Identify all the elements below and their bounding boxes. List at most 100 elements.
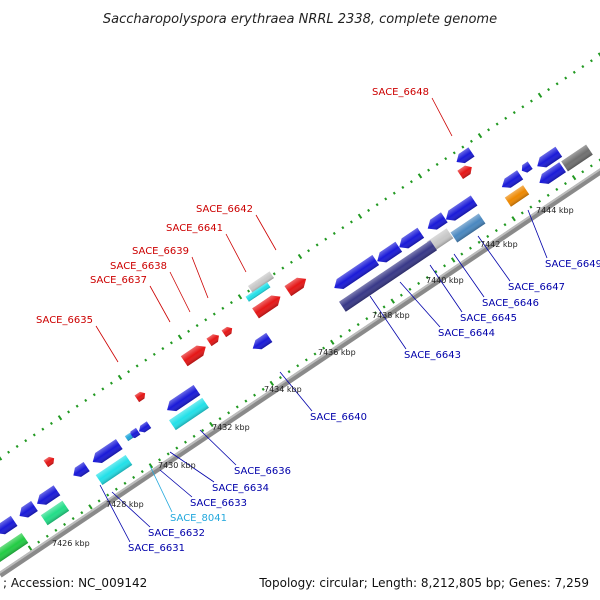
ruler-dot — [315, 243, 319, 247]
gene-r9 — [0, 515, 18, 535]
ruler-dot — [221, 306, 225, 310]
gene-shade — [139, 421, 152, 433]
gene-shade — [445, 195, 478, 221]
ruler-dot — [97, 499, 101, 503]
ruler-tick-label: 7432 kbp — [212, 423, 250, 432]
gene-r1 — [537, 146, 563, 168]
ruler-dot — [392, 191, 396, 195]
gene-sace-6637 — [180, 345, 206, 367]
ruler-dot — [45, 534, 49, 538]
gene-sace-6641 — [252, 295, 281, 319]
ruler-dot — [495, 122, 499, 126]
backbone — [0, 165, 600, 578]
ruler-dot — [63, 522, 67, 527]
ruler-dot — [520, 211, 524, 215]
gene-shade — [40, 500, 70, 526]
gene-green — [0, 532, 29, 564]
gene-label-reverse: SACE_6640 — [310, 412, 367, 423]
ruler-dot — [537, 92, 543, 98]
ruler-dot — [348, 328, 352, 333]
gene-label-forward: SACE_6639 — [132, 246, 189, 257]
gene-sace-6636 — [167, 384, 201, 412]
ruler-dot — [101, 387, 105, 391]
gene-shade — [92, 439, 123, 464]
gene-shade — [180, 345, 206, 367]
gene-shade — [37, 485, 61, 505]
ruler-dot — [161, 347, 165, 351]
ruler-dot — [564, 76, 568, 80]
gene-sace-6647 — [504, 185, 530, 207]
ruler-dot — [114, 487, 118, 491]
gene-r7 — [129, 427, 141, 439]
ruler-dot — [572, 70, 576, 74]
ruler-dot — [192, 434, 196, 438]
ruler-dot — [597, 52, 600, 58]
ruler-dot — [332, 231, 336, 236]
gene-label-reverse: SACE_6649 — [545, 259, 600, 270]
gene-shade — [252, 332, 273, 350]
ruler-tick-label: 7426 kbp — [52, 539, 90, 548]
ruler-dot — [57, 415, 63, 421]
ruler-dot — [67, 410, 71, 414]
ruler-dot — [330, 339, 335, 345]
ruler-dot — [204, 318, 208, 322]
ruler-dot — [322, 346, 326, 350]
ruler-dot — [175, 446, 179, 450]
ruler-dot — [92, 393, 96, 397]
gene-label-reverse: SACE_6643 — [404, 350, 461, 361]
ruler-tick-label: 7434 kbp — [264, 385, 302, 394]
gene-sace-6645 — [450, 213, 486, 243]
ruler-dot — [435, 162, 439, 166]
leader-line — [95, 325, 119, 363]
ruler-dot — [367, 208, 371, 212]
ruler-dot — [555, 82, 559, 86]
gene-sace-6638 — [206, 334, 219, 347]
ruler-dot — [538, 199, 542, 203]
gene-sace-6648 — [457, 165, 472, 180]
ruler-dot — [409, 180, 413, 184]
ruler-dot — [32, 433, 36, 437]
gene-shade — [43, 456, 55, 468]
leader-line — [431, 97, 453, 137]
genome-summary: Topology: circular; Length: 8,212,805 bp… — [258, 576, 589, 590]
gene-shade — [124, 432, 134, 442]
ruler-dot — [117, 374, 123, 381]
gene-shade — [73, 461, 90, 477]
ruler-dot — [450, 257, 456, 263]
ruler-tick-label: 7428 kbp — [106, 500, 144, 509]
ruler-dot — [253, 393, 257, 397]
gene-label-reverse: SACE_6646 — [482, 298, 539, 309]
ruler-dot — [401, 185, 405, 189]
ruler-dot — [444, 157, 448, 161]
ruler-dot — [106, 493, 110, 497]
gene-sace-6649 — [539, 162, 566, 184]
ruler-dot — [281, 266, 285, 270]
gene-shade — [245, 282, 271, 302]
gene-shade — [457, 165, 472, 180]
gene-sace-6633 — [95, 454, 133, 486]
ruler-dot — [417, 281, 421, 286]
leader-line — [99, 484, 131, 543]
leader-line — [169, 451, 215, 483]
leader-line — [169, 271, 191, 313]
ruler-dot — [563, 181, 567, 186]
ruler-dot — [195, 324, 199, 328]
gene-blue-top — [456, 147, 475, 164]
gene-sace-6635 — [134, 391, 146, 403]
ruler-dot — [54, 528, 58, 532]
ruler-dot — [127, 370, 131, 374]
gene-red-small — [43, 456, 55, 468]
ruler-dot — [443, 264, 447, 268]
ruler-dot — [477, 240, 481, 244]
gene-label-reverse: SACE_6634 — [212, 483, 269, 494]
ruler-dot — [123, 481, 127, 485]
leader-line — [279, 371, 313, 412]
ruler-dot — [425, 276, 429, 280]
ruler-dot — [7, 450, 11, 454]
ruler-dot — [373, 311, 377, 315]
leader-line — [191, 256, 209, 299]
gene-label-reverse: SACE_6631 — [128, 543, 185, 554]
leader-line — [453, 253, 485, 298]
ruler-dot — [169, 341, 173, 345]
gene-shade — [19, 500, 38, 518]
